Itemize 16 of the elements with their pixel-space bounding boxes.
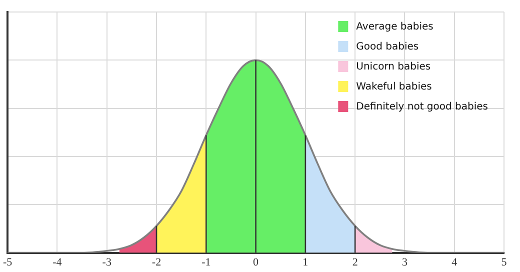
x-tick-label: 5: [501, 256, 508, 268]
x-tick-label: 4: [452, 256, 458, 268]
legend-label: Unicorn babies: [356, 62, 431, 73]
x-tick-label: 1: [302, 256, 308, 268]
legend-label: Good babies: [356, 42, 419, 53]
x-tick-label: -5: [2, 256, 13, 268]
x-tick-label: -4: [52, 256, 62, 268]
x-tick-label: 3: [402, 256, 408, 268]
legend-label: Wakeful babies: [356, 82, 432, 93]
x-tick-label: -2: [152, 256, 162, 268]
x-tick-label: 2: [352, 256, 358, 268]
x-tick-label: -1: [202, 256, 211, 268]
legend-label: Average babies: [356, 22, 434, 33]
x-tick-label: 0: [253, 256, 260, 268]
legend-label: Definitely not good babies: [356, 102, 488, 113]
x-tick-label: -3: [102, 256, 112, 268]
